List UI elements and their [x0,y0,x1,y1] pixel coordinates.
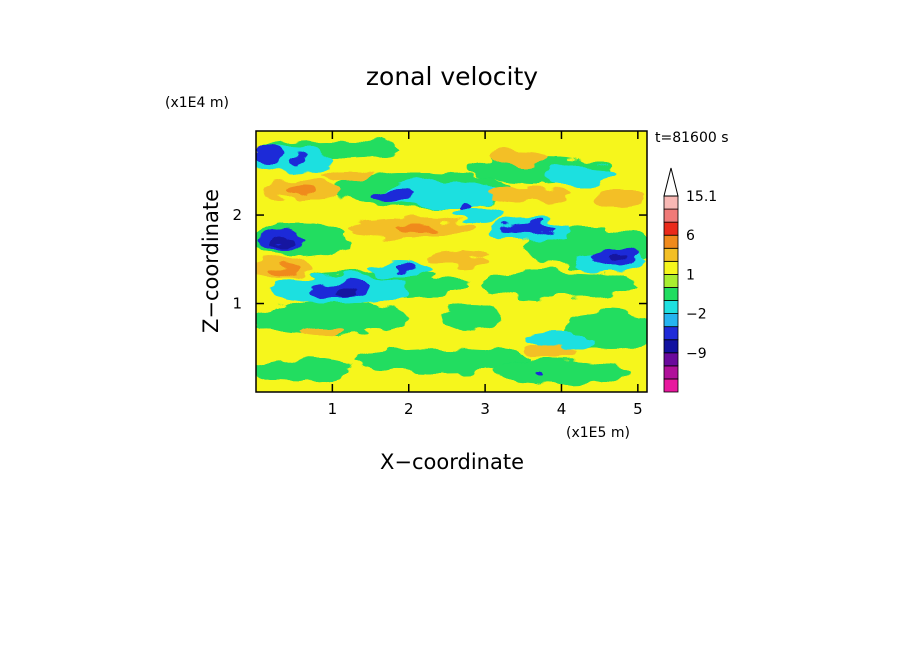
x-tick-label: 5 [633,400,643,418]
colorbar-segment [663,352,679,367]
x-tick-label: 2 [404,400,414,418]
colorbar-label: −9 [686,346,707,362]
colorbar-extension-arrow [663,167,679,197]
y-axis-label: Z−coordinate [199,189,223,333]
colorbar-label: 15.1 [686,189,717,205]
chart-title: zonal velocity [366,62,538,91]
colorbar-label: 1 [686,267,695,283]
colorbar-segment [663,234,679,249]
colorbar-segment [663,378,679,393]
plot-frame [255,130,648,393]
field-darkorange-regions [269,185,442,275]
y-axis-ticks: 12 [232,206,647,313]
colorbar-segment [663,313,679,328]
colorbar-segment [663,221,679,236]
x-tick-label: 4 [557,400,567,418]
time-label: t=81600 s [655,130,729,146]
colorbar-label: 6 [686,228,695,244]
x-axis-ticks: 1 2 3 4 5 [328,131,643,418]
colorbar-segment [663,260,679,275]
y-tick-label: 1 [232,295,242,313]
colorbar-segment [663,273,679,288]
field-navy-regions [272,238,627,297]
colorbar-segment [663,247,679,262]
x-tick-label: 1 [328,400,338,418]
colorbar-segment [663,287,679,301]
colorbar-segment [663,195,679,210]
y-tick-label: 2 [232,206,242,224]
colorbar-segment [663,326,679,341]
field-orange-regions [256,151,645,358]
colorbar-segment [663,300,679,314]
x-tick-label: 3 [480,400,490,418]
colorbar-label: −2 [686,307,707,323]
y-axis-unit: (x1E4 m) [165,95,229,111]
contour-field [256,131,647,392]
colorbar-segment [663,208,679,223]
x-axis-unit: (x1E5 m) [566,425,630,441]
colorbar-segment [663,365,679,380]
colorbar-segment [663,339,679,354]
x-axis-label: X−coordinate [380,450,524,474]
colorbar: 15.1 6 1 −2 −9 [663,167,717,393]
